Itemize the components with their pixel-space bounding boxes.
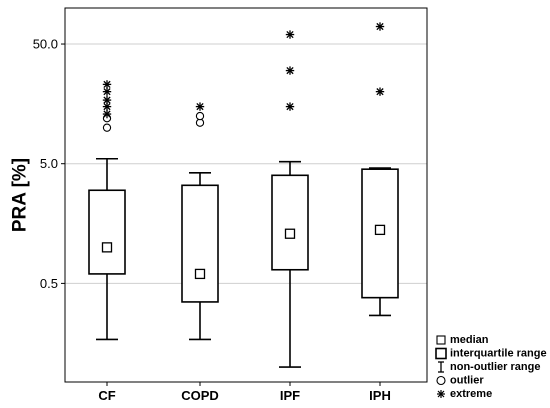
box-iph: [361, 22, 399, 317]
boxes: [88, 22, 399, 368]
median-marker: [194, 268, 206, 280]
legend-label: median: [450, 334, 489, 346]
box-cf: [88, 80, 126, 341]
legend-label: non-outlier range: [450, 361, 540, 373]
extreme-point: [285, 102, 295, 111]
legend-item-median: median: [436, 334, 489, 346]
extreme-point: [102, 80, 112, 89]
extreme-point: [102, 87, 112, 96]
extreme-point: [195, 102, 205, 111]
legend-item-extreme: extreme: [437, 388, 492, 400]
y-axis-ticks: 0.5 5.0 50.0: [33, 37, 65, 291]
iqr-box: [88, 189, 126, 275]
x-tick-label: IPH: [369, 388, 391, 403]
legend-item-interquartile-range: interquartile range: [435, 347, 547, 360]
legend-median-icon: [436, 335, 446, 345]
plot-frame: [64, 7, 428, 383]
extreme-point: [285, 30, 295, 39]
iqr-box: [181, 184, 219, 303]
median-marker: [101, 242, 113, 253]
x-tick-label: COPD: [181, 388, 219, 403]
legend-extreme-icon: [437, 390, 445, 398]
outlier-point: [195, 111, 205, 121]
extreme-point: [102, 109, 112, 119]
extreme-point: [102, 95, 112, 105]
box-ipf: [271, 30, 309, 368]
extreme-point: [375, 22, 385, 31]
outlier-point: [102, 123, 112, 132]
legend-outlier-icon: [436, 375, 446, 386]
x-tick-label: CF: [98, 388, 115, 403]
y-tick-label: 0.5: [40, 276, 58, 291]
y-tick-label: 5.0: [40, 156, 58, 171]
box-copd: [181, 102, 219, 341]
legend-item-non-outlier-range: non-outlier range: [438, 361, 540, 373]
x-tick-label: IPF: [280, 388, 300, 403]
y-axis-title: PRA [%]: [10, 158, 31, 232]
legend-label: extreme: [450, 388, 492, 400]
legend-iqr-icon: [435, 347, 447, 360]
x-axis-labels: CF COPD IPF IPH: [98, 382, 391, 403]
median-marker: [374, 224, 386, 236]
extreme-point: [285, 66, 295, 75]
legend-whisker-icon: [438, 361, 444, 373]
y-tick-label: 50.0: [33, 37, 58, 52]
extreme-point: [375, 87, 385, 96]
median-marker: [284, 228, 296, 239]
iqr-box: [271, 174, 309, 271]
legend-label: interquartile range: [450, 348, 547, 360]
legend-item-outlier: outlier: [436, 375, 484, 387]
extreme-point: [102, 102, 112, 111]
legend-label: outlier: [450, 375, 484, 387]
